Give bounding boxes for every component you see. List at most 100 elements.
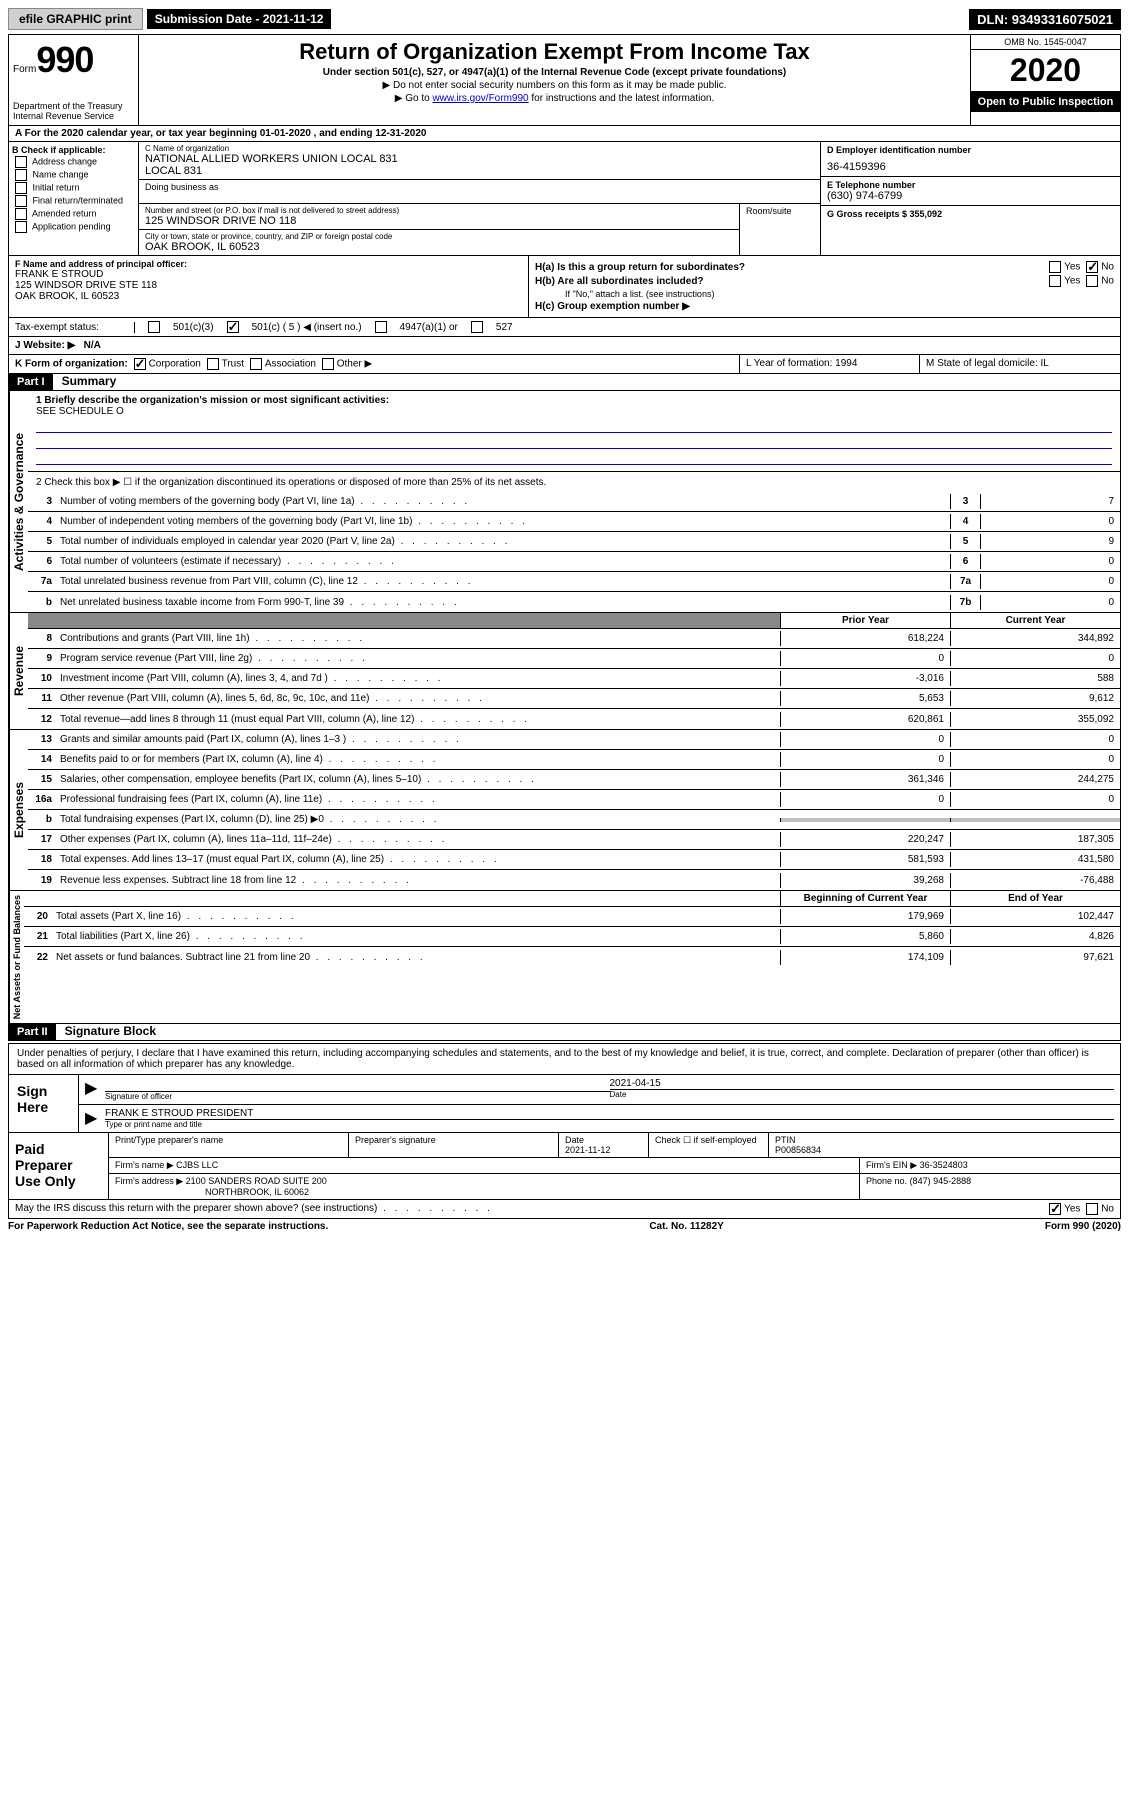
summary-row: 20 Total assets (Part X, line 16) 179,96…: [24, 907, 1120, 927]
officer-label: F Name and address of principal officer:: [15, 259, 522, 269]
ha-no[interactable]: [1086, 261, 1098, 273]
footer: For Paperwork Reduction Act Notice, see …: [8, 1219, 1121, 1234]
efile-label: efile GRAPHIC print: [8, 8, 143, 30]
street-address: 125 WINDSOR DRIVE NO 118: [145, 215, 733, 227]
submission-date: Submission Date - 2021-11-12: [147, 9, 332, 29]
ha-yes[interactable]: [1049, 261, 1061, 273]
addr-label: Number and street (or P.O. box if mail i…: [145, 206, 733, 215]
sig-date-label: Date: [610, 1090, 1115, 1099]
summary-row: 22 Net assets or fund balances. Subtract…: [24, 947, 1120, 967]
org-name-label: C Name of organization: [145, 144, 814, 153]
cb-501c[interactable]: [227, 321, 239, 333]
hc-label: H(c) Group exemption number ▶: [535, 301, 690, 312]
ein-value: 36-4159396: [827, 161, 1114, 173]
summary-row: 21 Total liabilities (Part X, line 26) 5…: [24, 927, 1120, 947]
mission-text: SEE SCHEDULE O: [36, 406, 1112, 417]
summary-row: 12 Total revenue—add lines 8 through 11 …: [28, 709, 1120, 729]
org-name2: LOCAL 831: [145, 165, 814, 177]
cb-address-change[interactable]: Address change: [12, 156, 135, 168]
discuss-no[interactable]: [1086, 1203, 1098, 1215]
footer-right: Form 990 (2020): [1045, 1221, 1121, 1232]
hb-label: H(b) Are all subordinates included?: [535, 276, 704, 287]
ptin: P00856834: [775, 1145, 821, 1155]
part1-title: Summary: [62, 374, 117, 388]
cb-527[interactable]: [471, 321, 483, 333]
cb-final-return[interactable]: Final return/terminated: [12, 195, 135, 207]
officer-name: FRANK E STROUD: [15, 269, 522, 280]
form-number: 990: [36, 39, 93, 80]
mission-label: 1 Briefly describe the organization's mi…: [36, 395, 1112, 406]
summary-row: 18 Total expenses. Add lines 13–17 (must…: [28, 850, 1120, 870]
vert-netassets: Net Assets or Fund Balances: [9, 891, 24, 1023]
summary-netassets: Net Assets or Fund Balances Beginning of…: [8, 891, 1121, 1024]
open-public: Open to Public Inspection: [971, 92, 1120, 112]
cb-assoc[interactable]: [250, 358, 262, 370]
firm-addr: 2100 SANDERS ROAD SUITE 200: [186, 1176, 327, 1186]
summary-row: 9 Program service revenue (Part VIII, li…: [28, 649, 1120, 669]
summary-row: 8 Contributions and grants (Part VIII, l…: [28, 629, 1120, 649]
cb-initial-return[interactable]: Initial return: [12, 182, 135, 194]
hb-no[interactable]: [1086, 275, 1098, 287]
dln: DLN: 93493316075021: [969, 9, 1121, 30]
org-name: NATIONAL ALLIED WORKERS UNION LOCAL 831: [145, 153, 814, 165]
firm-phone: (847) 945-2888: [910, 1176, 972, 1186]
summary-row: 15 Salaries, other compensation, employe…: [28, 770, 1120, 790]
klm-row: K Form of organization: Corporation Trus…: [8, 355, 1121, 374]
vert-expenses: Expenses: [9, 730, 28, 890]
phone-value: (630) 974-6799: [827, 190, 1114, 202]
box-b-label: B Check if applicable:: [12, 145, 135, 155]
cb-app-pending[interactable]: Application pending: [12, 221, 135, 233]
form-prefix: Form: [13, 64, 36, 75]
ha-label: H(a) Is this a group return for subordin…: [535, 262, 745, 273]
firm-city: NORTHBROOK, IL 60062: [115, 1187, 309, 1197]
hb-yes[interactable]: [1049, 275, 1061, 287]
summary-row: 11 Other revenue (Part VIII, column (A),…: [28, 689, 1120, 709]
ein-label: D Employer identification number: [827, 145, 1114, 155]
summary-row: 3 Number of voting members of the govern…: [28, 492, 1120, 512]
summary-row: 7a Total unrelated business revenue from…: [28, 572, 1120, 592]
arrow-icon: ▶: [85, 1108, 105, 1129]
info-section: B Check if applicable: Address change Na…: [8, 142, 1121, 256]
box-k-label: K Form of organization:: [15, 359, 128, 370]
room-suite-label: Room/suite: [740, 204, 820, 255]
summary-row: b Net unrelated business taxable income …: [28, 592, 1120, 612]
summary-row: 14 Benefits paid to or for members (Part…: [28, 750, 1120, 770]
line-2: 2 Check this box ▶ ☐ if the organization…: [36, 477, 546, 488]
cb-other[interactable]: [322, 358, 334, 370]
name-title-label: Type or print name and title: [105, 1120, 1114, 1129]
irs-link[interactable]: www.irs.gov/Form990: [432, 93, 528, 104]
officer-addr1: 125 WINDSOR DRIVE STE 118: [15, 280, 522, 291]
dept-treasury: Department of the TreasuryInternal Reven…: [13, 101, 134, 121]
vert-governance: Activities & Governance: [9, 391, 28, 612]
cb-corp[interactable]: [134, 358, 146, 370]
footer-mid: Cat. No. 11282Y: [649, 1221, 723, 1232]
officer-addr2: OAK BROOK, IL 60523: [15, 291, 522, 302]
hdr-begin: Beginning of Current Year: [780, 891, 950, 906]
summary-row: 16a Professional fundraising fees (Part …: [28, 790, 1120, 810]
hb-note: If "No," attach a list. (see instruction…: [535, 289, 1114, 299]
part2-title: Signature Block: [65, 1024, 156, 1038]
summary-row: 19 Revenue less expenses. Subtract line …: [28, 870, 1120, 890]
phone-label: E Telephone number: [827, 180, 1114, 190]
part2-num: Part II: [9, 1024, 56, 1040]
sig-date: 2021-04-15: [610, 1078, 1115, 1090]
city-state-zip: OAK BROOK, IL 60523: [145, 241, 733, 253]
prep-sig-hdr: Preparer's signature: [349, 1133, 559, 1157]
cb-501c3[interactable]: [148, 321, 160, 333]
hdr-current: Current Year: [950, 613, 1120, 628]
city-label: City or town, state or province, country…: [145, 232, 733, 241]
summary-row: 6 Total number of volunteers (estimate i…: [28, 552, 1120, 572]
cb-name-change[interactable]: Name change: [12, 169, 135, 181]
footer-left: For Paperwork Reduction Act Notice, see …: [8, 1221, 328, 1232]
irs-discuss-text: May the IRS discuss this return with the…: [15, 1203, 493, 1215]
cb-4947[interactable]: [375, 321, 387, 333]
dba-label: Doing business as: [145, 182, 219, 192]
form-header: Form990 Department of the TreasuryIntern…: [8, 34, 1121, 126]
state-domicile: M State of legal domicile: IL: [920, 355, 1120, 373]
cb-trust[interactable]: [207, 358, 219, 370]
summary-row: 4 Number of independent voting members o…: [28, 512, 1120, 532]
paid-preparer: Paid Preparer Use Only Print/Type prepar…: [8, 1133, 1121, 1200]
cb-amended[interactable]: Amended return: [12, 208, 135, 220]
vert-revenue: Revenue: [9, 613, 28, 729]
discuss-yes[interactable]: [1049, 1203, 1061, 1215]
